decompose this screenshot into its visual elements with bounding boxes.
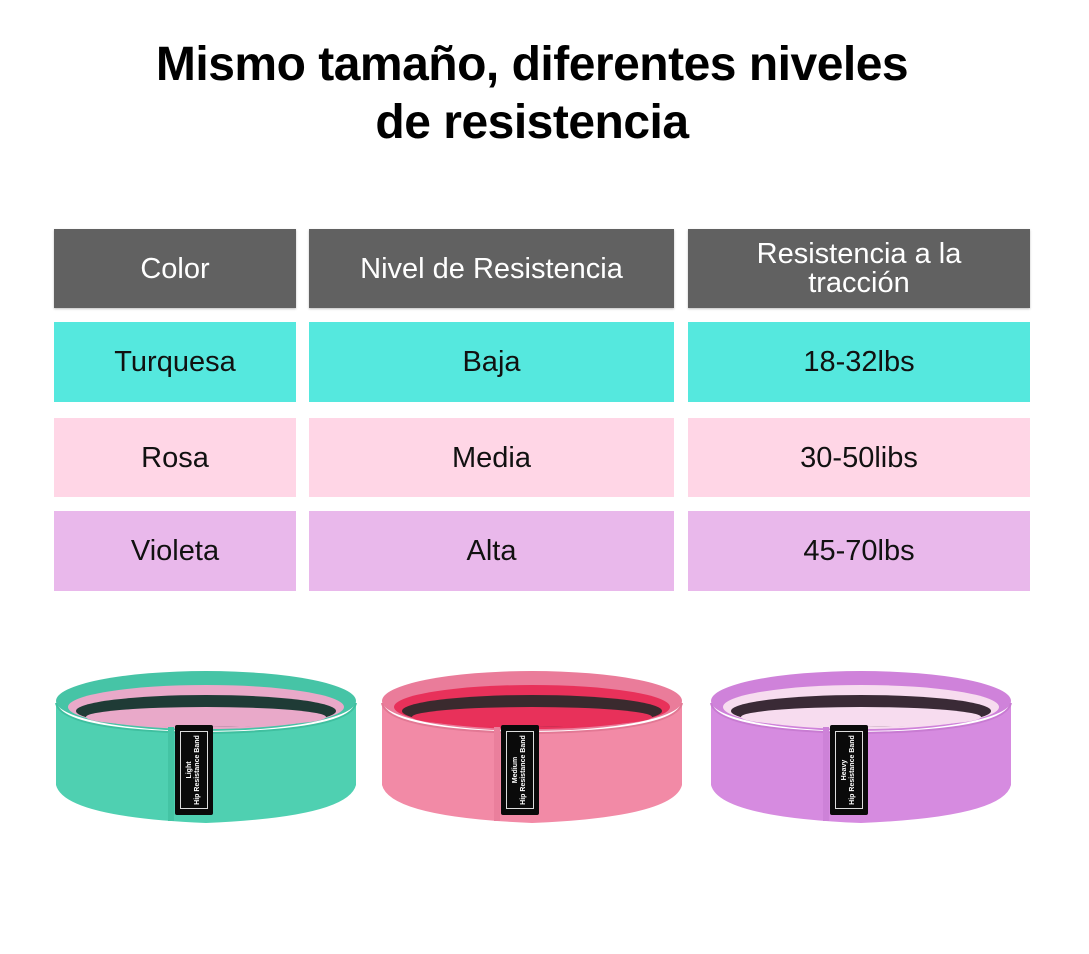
tag-level: Light bbox=[186, 761, 194, 779]
row-violeta-level: Alta bbox=[309, 511, 674, 591]
row-rosa-strength: 30-50libs bbox=[688, 418, 1030, 497]
row-violeta-color: Violeta bbox=[54, 511, 296, 591]
header-strength: Resistencia a la tracción bbox=[688, 229, 1030, 308]
page-title: Mismo tamaño, diferentes niveles de resi… bbox=[0, 36, 1064, 152]
row-rosa-color: Rosa bbox=[54, 418, 296, 497]
row-turquesa-strength: 18-32lbs bbox=[688, 322, 1030, 402]
tag-level: Medium bbox=[512, 756, 520, 784]
band-image-heavy: Heavy Hip Resistance Band bbox=[705, 665, 1017, 830]
header-strength-line-2: tracción bbox=[808, 266, 910, 299]
band-tag-medium: Medium Hip Resistance Band bbox=[501, 725, 539, 815]
row-turquesa-color: Turquesa bbox=[54, 322, 296, 402]
row-rosa-level: Media bbox=[309, 418, 674, 497]
tag-name: Hip Resistance Band bbox=[849, 735, 857, 805]
band-image-light: Light Hip Resistance Band bbox=[50, 665, 362, 830]
title-line-2: de resistencia bbox=[375, 96, 689, 149]
band-tag-light: Light Hip Resistance Band bbox=[175, 725, 213, 815]
header-level: Nivel de Resistencia bbox=[309, 229, 674, 308]
header-strength-line-1: Resistencia a la bbox=[756, 237, 962, 270]
row-violeta-strength: 45-70lbs bbox=[688, 511, 1030, 591]
band-tag-heavy: Heavy Hip Resistance Band bbox=[830, 725, 868, 815]
header-color: Color bbox=[54, 229, 296, 308]
tag-name: Hip Resistance Band bbox=[520, 735, 528, 805]
tag-level: Heavy bbox=[841, 759, 849, 781]
title-line-1: Mismo tamaño, diferentes niveles bbox=[155, 38, 909, 91]
tag-name: Hip Resistance Band bbox=[194, 735, 202, 805]
row-turquesa-level: Baja bbox=[309, 322, 674, 402]
band-image-medium: Medium Hip Resistance Band bbox=[376, 665, 688, 830]
